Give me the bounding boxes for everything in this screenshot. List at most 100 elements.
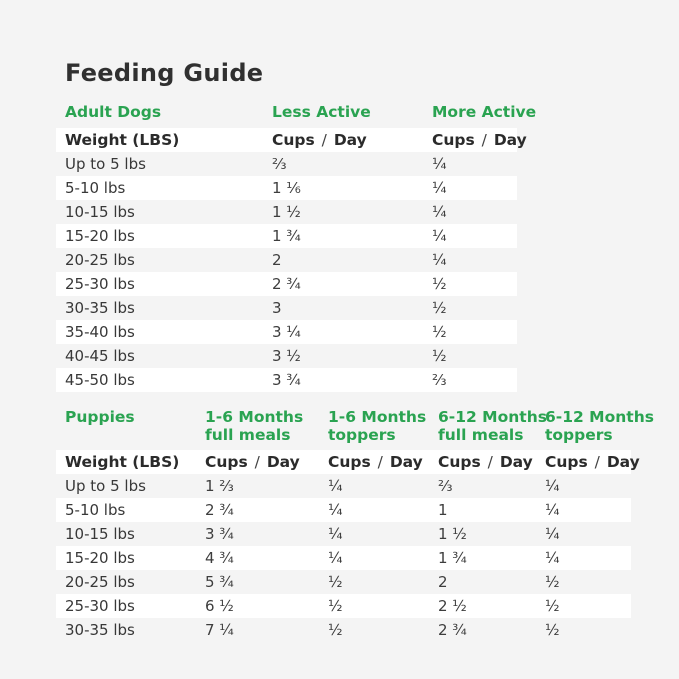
day-label: Day xyxy=(333,131,367,149)
weight-cell: 20-25 lbs xyxy=(65,573,135,591)
cups-value-cell: ⅔ xyxy=(432,371,447,389)
table-row: 30-35 lbs 7 ¼ ½ 2 ¾ ½ xyxy=(56,618,631,642)
day-label: Day xyxy=(266,453,300,471)
cups-label: Cups xyxy=(545,453,588,471)
cups-value-cell: 2 ½ xyxy=(438,597,467,615)
cups-value-cell: 7 ¼ xyxy=(205,621,234,639)
column-header: Less Active xyxy=(272,103,432,121)
slash-separator: / xyxy=(476,131,492,149)
table-row: 20-25 lbs 5 ¾ ½ 2 ½ xyxy=(56,570,631,594)
slash-separator: / xyxy=(249,453,265,471)
cups-value-cell: 2 ¾ xyxy=(272,275,301,293)
cups-value-cell: 1 ¾ xyxy=(438,549,467,567)
cups-value-cell: 1 ¾ xyxy=(272,227,301,245)
column-header-line: Less Active xyxy=(272,103,371,121)
column-header-line: full meals xyxy=(205,426,291,444)
cups-value-cell: 3 ¾ xyxy=(205,525,234,543)
column-header-line: toppers xyxy=(545,426,613,444)
column-header-line: 6-12 Months xyxy=(545,408,654,426)
cups-value-cell: ¼ xyxy=(328,549,343,567)
cups-value-cell: ¼ xyxy=(545,549,560,567)
day-label: Day xyxy=(606,453,640,471)
cups-day-header: Cups / Day xyxy=(432,131,527,149)
cups-value-cell: ½ xyxy=(432,347,447,365)
cups-value-cell: ¼ xyxy=(545,525,560,543)
weight-cell: 15-20 lbs xyxy=(65,227,135,245)
weight-cell: 25-30 lbs xyxy=(65,275,135,293)
weight-cell: 15-20 lbs xyxy=(65,549,135,567)
column-header-line: More Active xyxy=(432,103,537,121)
section-header-row: Adult Dogs Less Active More Active xyxy=(56,103,537,122)
section-label: Adult Dogs xyxy=(65,103,162,121)
table-row: Up to 5 lbs 1 ⅔ ¼ ⅔ ¼ xyxy=(56,474,631,498)
cups-value-cell: 6 ½ xyxy=(205,597,234,615)
table-row: 30-35 lbs 3 ½ xyxy=(56,296,517,320)
cups-value-cell: ¼ xyxy=(328,525,343,543)
table-row: 45-50 lbs 3 ¾ ⅔ xyxy=(56,368,517,392)
cups-day-header: Cups / Day xyxy=(272,131,432,149)
cups-value-cell: ¼ xyxy=(545,501,560,519)
section-label: Puppies xyxy=(65,408,135,426)
column-header-line: full meals xyxy=(438,426,524,444)
column-header-line: toppers xyxy=(328,426,396,444)
cups-label: Cups xyxy=(432,131,475,149)
column-header-line: 1-6 Months xyxy=(328,408,427,426)
cups-value-cell: 2 xyxy=(438,573,448,591)
cups-value-cell: 2 ¾ xyxy=(438,621,467,639)
section-header-row: Puppies 1-6 Months full meals 1-6 Months top… xyxy=(56,408,654,444)
weight-header: Weight (LBS) xyxy=(65,131,180,149)
cups-value-cell: ½ xyxy=(545,573,560,591)
weight-cell: 5-10 lbs xyxy=(65,501,126,519)
cups-value-cell: ½ xyxy=(432,275,447,293)
cups-value-cell: ⅔ xyxy=(272,155,287,173)
cups-label: Cups xyxy=(328,453,371,471)
column-header: 6-12 Months full meals xyxy=(438,408,547,444)
cups-value-cell: ¼ xyxy=(545,477,560,495)
slash-separator: / xyxy=(482,453,498,471)
weight-cell: Up to 5 lbs xyxy=(65,155,146,173)
table-row: Up to 5 lbs ⅔ ¼ xyxy=(56,152,517,176)
table-row: 25-30 lbs 2 ¾ ½ xyxy=(56,272,517,296)
table-row: 5-10 lbs 2 ¾ ¼ 1 ¼ xyxy=(56,498,631,522)
cups-value-cell: ¼ xyxy=(432,251,447,269)
cups-label: Cups xyxy=(272,131,315,149)
column-header: 1-6 Months toppers xyxy=(328,408,438,444)
weight-cell: 45-50 lbs xyxy=(65,371,135,389)
cups-day-header: Cups / Day xyxy=(328,453,438,471)
cups-value-cell: ½ xyxy=(432,299,447,317)
adult-dogs-table: Adult Dogs Less Active More Active Weight (… xyxy=(56,103,537,392)
weight-cell: Up to 5 lbs xyxy=(65,477,146,495)
cups-value-cell: ¼ xyxy=(432,155,447,173)
units-header-row: Weight (LBS) Cups / Day Cups / Day Cups / D… xyxy=(56,450,640,474)
weight-cell: 5-10 lbs xyxy=(65,179,126,197)
cups-value-cell: 1 xyxy=(438,501,448,519)
page-title: Feeding Guide xyxy=(65,59,264,87)
column-header-line: 1-6 Months xyxy=(205,408,304,426)
cups-value-cell: ¼ xyxy=(432,203,447,221)
day-label: Day xyxy=(389,453,423,471)
table-row: 10-15 lbs 1 ½ ¼ xyxy=(56,200,517,224)
cups-value-cell: 1 ⅙ xyxy=(272,179,301,197)
cups-label: Cups xyxy=(205,453,248,471)
column-header: 1-6 Months full meals xyxy=(205,408,328,444)
cups-value-cell: ½ xyxy=(328,573,343,591)
table-row: 15-20 lbs 4 ¾ ¼ 1 ¾ ¼ xyxy=(56,546,631,570)
weight-cell: 30-35 lbs xyxy=(65,621,135,639)
cups-value-cell: ½ xyxy=(328,597,343,615)
cups-value-cell: ½ xyxy=(545,597,560,615)
cups-value-cell: 3 ½ xyxy=(272,347,301,365)
cups-value-cell: ½ xyxy=(328,621,343,639)
slash-separator: / xyxy=(372,453,388,471)
cups-value-cell: 5 ¾ xyxy=(205,573,234,591)
weight-cell: 35-40 lbs xyxy=(65,323,135,341)
table-row: 15-20 lbs 1 ¾ ¼ xyxy=(56,224,517,248)
cups-value-cell: ½ xyxy=(432,323,447,341)
weight-cell: 10-15 lbs xyxy=(65,203,135,221)
weight-cell: 20-25 lbs xyxy=(65,251,135,269)
day-label: Day xyxy=(493,131,527,149)
slash-separator: / xyxy=(589,453,605,471)
cups-value-cell: 1 ½ xyxy=(272,203,301,221)
weight-cell: 10-15 lbs xyxy=(65,525,135,543)
cups-label: Cups xyxy=(438,453,481,471)
column-header: More Active xyxy=(432,103,537,121)
